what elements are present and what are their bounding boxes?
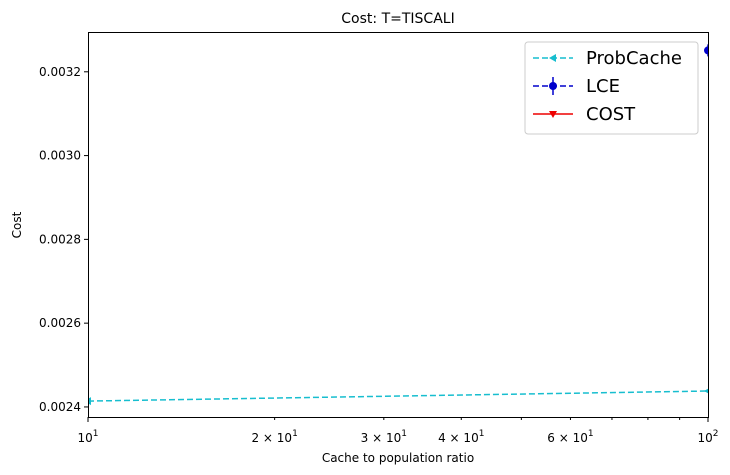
y-tick-label: 0.0026 [39, 316, 81, 330]
x-major-tick-label: 101 [77, 429, 98, 445]
legend-box [524, 41, 699, 135]
legend-label-probcache: ProbCache [586, 48, 682, 69]
x-minor-tick-label: 2 × 101 [251, 429, 297, 445]
plot-frame [88, 32, 709, 418]
legend-marker-lce [549, 82, 557, 90]
x-major-tick-label: 102 [697, 429, 718, 445]
x-minor-tick-label: 6 × 101 [547, 429, 593, 445]
series-lce [704, 44, 708, 57]
legend-marker-cost [549, 111, 557, 118]
series-line-probcache [88, 390, 708, 402]
x-axis-ticks: 101 102 2 × 101 3 × 101 4 × 101 6 × 101 [77, 417, 719, 445]
legend-label-cost: COST [586, 104, 636, 125]
series-probcache [88, 388, 708, 406]
y-tick-label: 0.0024 [39, 400, 81, 414]
x-axis-label: Cache to population ratio [322, 451, 474, 465]
x-minor-tick-label: 3 × 101 [361, 429, 407, 445]
y-tick-label: 0.0028 [39, 232, 81, 246]
legend: ProbCache LCE COST [524, 41, 699, 135]
data-point-probcache [704, 388, 708, 394]
y-axis-label: Cost [10, 211, 24, 238]
legend-entry-lce: LCE [533, 76, 620, 97]
y-tick-label: 0.0030 [39, 149, 81, 163]
legend-marker-probcache [549, 54, 556, 62]
legend-entry-cost: COST [533, 104, 636, 125]
chart-title: Cost: T=TISCALI [341, 11, 454, 27]
y-tick-label: 0.0032 [39, 65, 81, 79]
data-point-lce [704, 46, 708, 55]
legend-label-lce: LCE [586, 76, 620, 97]
legend-entry-probcache: ProbCache [533, 48, 682, 69]
y-axis-ticks: 0.0024 0.0026 0.0028 0.0030 0.0032 [39, 65, 88, 414]
x-minor-tick-label: 4 × 101 [438, 429, 484, 445]
data-point-probcache [88, 397, 91, 406]
